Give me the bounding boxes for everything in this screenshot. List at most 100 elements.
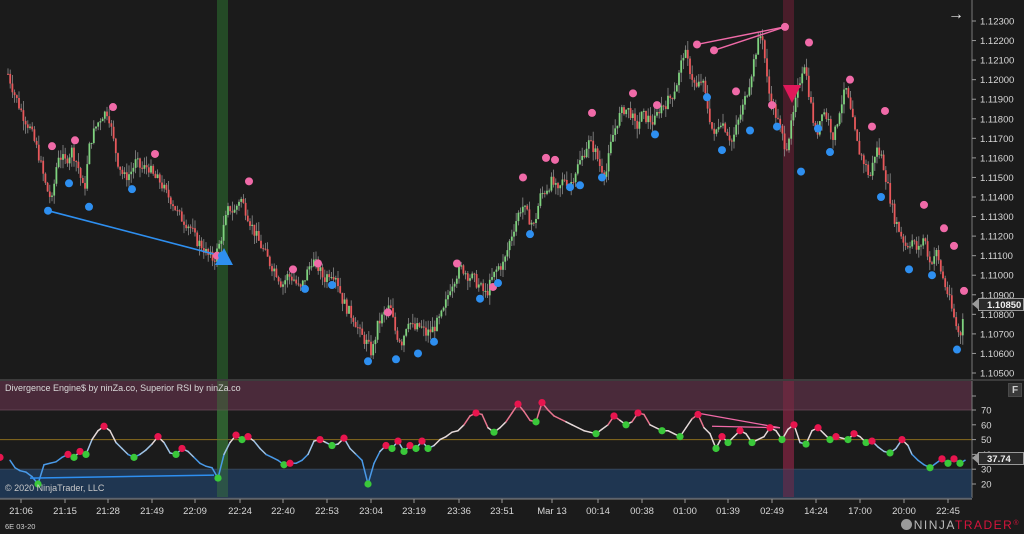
bullish-signal-zone xyxy=(217,0,228,498)
candle-body xyxy=(117,153,119,167)
candle-body xyxy=(425,327,427,336)
rsi-low-dot xyxy=(82,450,90,458)
candle-body xyxy=(156,174,159,179)
rsi-line-segment xyxy=(439,435,447,441)
candle-body xyxy=(139,158,141,168)
candle-body xyxy=(183,221,185,225)
candle-body xyxy=(590,140,592,142)
candle-body xyxy=(257,231,260,241)
bearish-signal-arrow-icon xyxy=(783,85,801,103)
candle-body xyxy=(374,339,377,345)
candle-body xyxy=(763,40,766,59)
candle-body xyxy=(293,279,295,281)
scroll-to-end-arrow-icon[interactable]: → xyxy=(948,6,964,23)
candle-body xyxy=(737,119,740,125)
rsi-low-dot xyxy=(328,441,336,450)
rsi-high-dot xyxy=(766,424,774,432)
rsi-line-segment xyxy=(205,465,213,469)
time-axis-label: 21:49 xyxy=(140,506,164,517)
panel-separator xyxy=(0,379,1024,381)
candle-body xyxy=(218,243,221,249)
candle-body xyxy=(711,122,713,129)
swing-low-dot xyxy=(576,181,584,190)
time-axis-label: 21:06 xyxy=(9,506,33,517)
price-axis-label: 1.12000 xyxy=(980,75,1014,86)
rsi-line-segment xyxy=(259,447,267,456)
candle-body xyxy=(757,38,760,55)
candle-body xyxy=(73,147,75,162)
swing-low-dot xyxy=(476,294,484,303)
candle-body xyxy=(460,265,463,267)
bearish-signal-zone xyxy=(783,0,794,498)
candle-body xyxy=(618,113,621,126)
time-axis[interactable]: 21:06 21:15 21:28 21:49 22:09 22:24 22:40 22:53… xyxy=(0,497,972,517)
candle-body xyxy=(515,221,518,232)
price-axis[interactable]: 1.12300 1.12200 1.12100 1.12000 1.11900 1.118… xyxy=(971,0,1014,380)
candle-body xyxy=(231,211,234,213)
candle-body xyxy=(484,290,487,292)
candle-body xyxy=(612,134,614,142)
rsi-line-segment xyxy=(361,459,369,485)
candle-body xyxy=(913,240,916,242)
rsi-line-segment xyxy=(547,409,555,417)
candle-body xyxy=(343,299,346,304)
swing-low-dot xyxy=(526,230,534,239)
swing-low-dot xyxy=(494,279,502,288)
price-axis-label: 1.10800 xyxy=(980,310,1014,321)
rsi-high-dot xyxy=(472,409,480,417)
indicator-panel[interactable] xyxy=(0,381,972,497)
candle-body xyxy=(739,114,742,120)
candle-body xyxy=(770,93,773,107)
price-axis-label: 1.10500 xyxy=(980,369,1014,380)
f-button[interactable]: F xyxy=(1008,383,1022,397)
time-axis-label: 14:24 xyxy=(804,506,828,517)
candle-body xyxy=(330,277,333,279)
candle-body xyxy=(746,95,749,97)
candle-body xyxy=(935,249,938,257)
candle-body xyxy=(933,256,936,264)
candle-body xyxy=(761,36,764,41)
candle-body xyxy=(651,122,654,125)
swing-high-dot xyxy=(519,173,527,182)
candle-body xyxy=(583,155,586,158)
price-axis-label: 1.10700 xyxy=(980,329,1014,340)
swing-high-dot xyxy=(920,200,928,209)
rsi-line-segment xyxy=(583,429,591,433)
candle-body xyxy=(238,201,240,206)
rsi-low-dot xyxy=(280,461,288,469)
candle-body xyxy=(396,330,399,340)
swing-high-dot xyxy=(940,224,948,233)
logo-text-trader: TRADER xyxy=(954,518,1014,532)
candle-body xyxy=(869,175,872,177)
rsi-line-segment xyxy=(505,412,513,423)
candle-body xyxy=(792,112,795,121)
swing-low-dot xyxy=(566,183,574,192)
candle-body xyxy=(169,197,172,205)
candle-body xyxy=(497,266,500,270)
candle-body xyxy=(944,278,947,288)
rsi-line-segment xyxy=(115,441,123,450)
candle-body xyxy=(728,135,731,141)
price-axis-label: 1.11500 xyxy=(980,173,1014,184)
candle-body xyxy=(222,224,225,241)
candle-body xyxy=(24,120,27,125)
candle-body xyxy=(312,259,315,267)
rsi-low-dot xyxy=(802,440,810,448)
candle-body xyxy=(535,219,537,224)
candle-body xyxy=(860,154,863,156)
rsi-low-dot xyxy=(658,427,666,435)
candle-body xyxy=(873,156,876,163)
candle-body xyxy=(821,114,823,122)
candle-body xyxy=(363,334,366,344)
price-panel[interactable] xyxy=(0,0,1024,498)
candle-body xyxy=(849,97,852,109)
time-axis-label: 23:36 xyxy=(447,506,471,517)
ninjatrader-logo-icon xyxy=(900,519,912,530)
candle-body xyxy=(400,341,403,346)
swing-high-dot xyxy=(588,108,596,117)
rsi-bullish-divergence-line xyxy=(29,474,215,479)
candle-body xyxy=(361,328,364,335)
rsi-high-dot xyxy=(634,409,642,417)
